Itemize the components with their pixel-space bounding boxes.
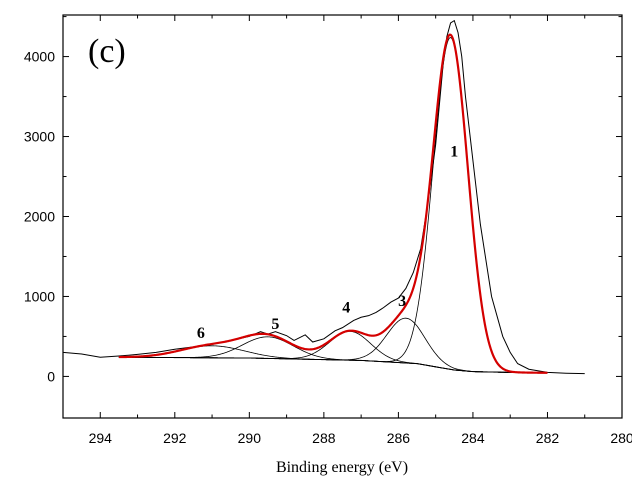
component-peak-1 bbox=[118, 37, 548, 374]
x-tick-label: 290 bbox=[238, 430, 262, 446]
series-layer bbox=[62, 19, 585, 375]
envelope-fit-line bbox=[118, 33, 548, 374]
peak-labels: 1 3 4 5 6 bbox=[197, 144, 458, 343]
y-tick-labels: 0 1000 2000 3000 4000 bbox=[24, 49, 55, 385]
y-tick-label: 4000 bbox=[24, 49, 55, 65]
peak-label-6: 6 bbox=[197, 325, 205, 342]
peak-label-4: 4 bbox=[342, 299, 350, 316]
y-tick-label: 2000 bbox=[24, 209, 55, 225]
peak-label-3: 3 bbox=[398, 293, 406, 310]
x-tick-label: 288 bbox=[312, 430, 336, 446]
y-tick-label: 0 bbox=[47, 368, 55, 384]
raw-data-line bbox=[62, 19, 585, 375]
panel-label: (c) bbox=[88, 33, 126, 70]
peak-label-1: 1 bbox=[450, 144, 458, 161]
peak-label-5: 5 bbox=[271, 316, 279, 333]
component-peak-5 bbox=[118, 336, 548, 374]
axis-ticks bbox=[62, 15, 623, 418]
x-tick-label: 280 bbox=[610, 430, 632, 446]
x-tick-label: 286 bbox=[387, 430, 411, 446]
x-tick-label: 282 bbox=[536, 430, 560, 446]
y-tick-label: 1000 bbox=[24, 288, 55, 304]
x-tick-label: 284 bbox=[461, 430, 485, 446]
y-tick-label: 3000 bbox=[24, 129, 55, 145]
x-tick-label: 292 bbox=[163, 430, 187, 446]
component-peak-3 bbox=[118, 317, 548, 374]
x-axis-title: Binding energy (eV) bbox=[276, 459, 408, 476]
x-tick-label: 294 bbox=[89, 430, 113, 446]
x-tick-labels: 294 292 290 288 286 284 282 280 bbox=[89, 430, 632, 446]
